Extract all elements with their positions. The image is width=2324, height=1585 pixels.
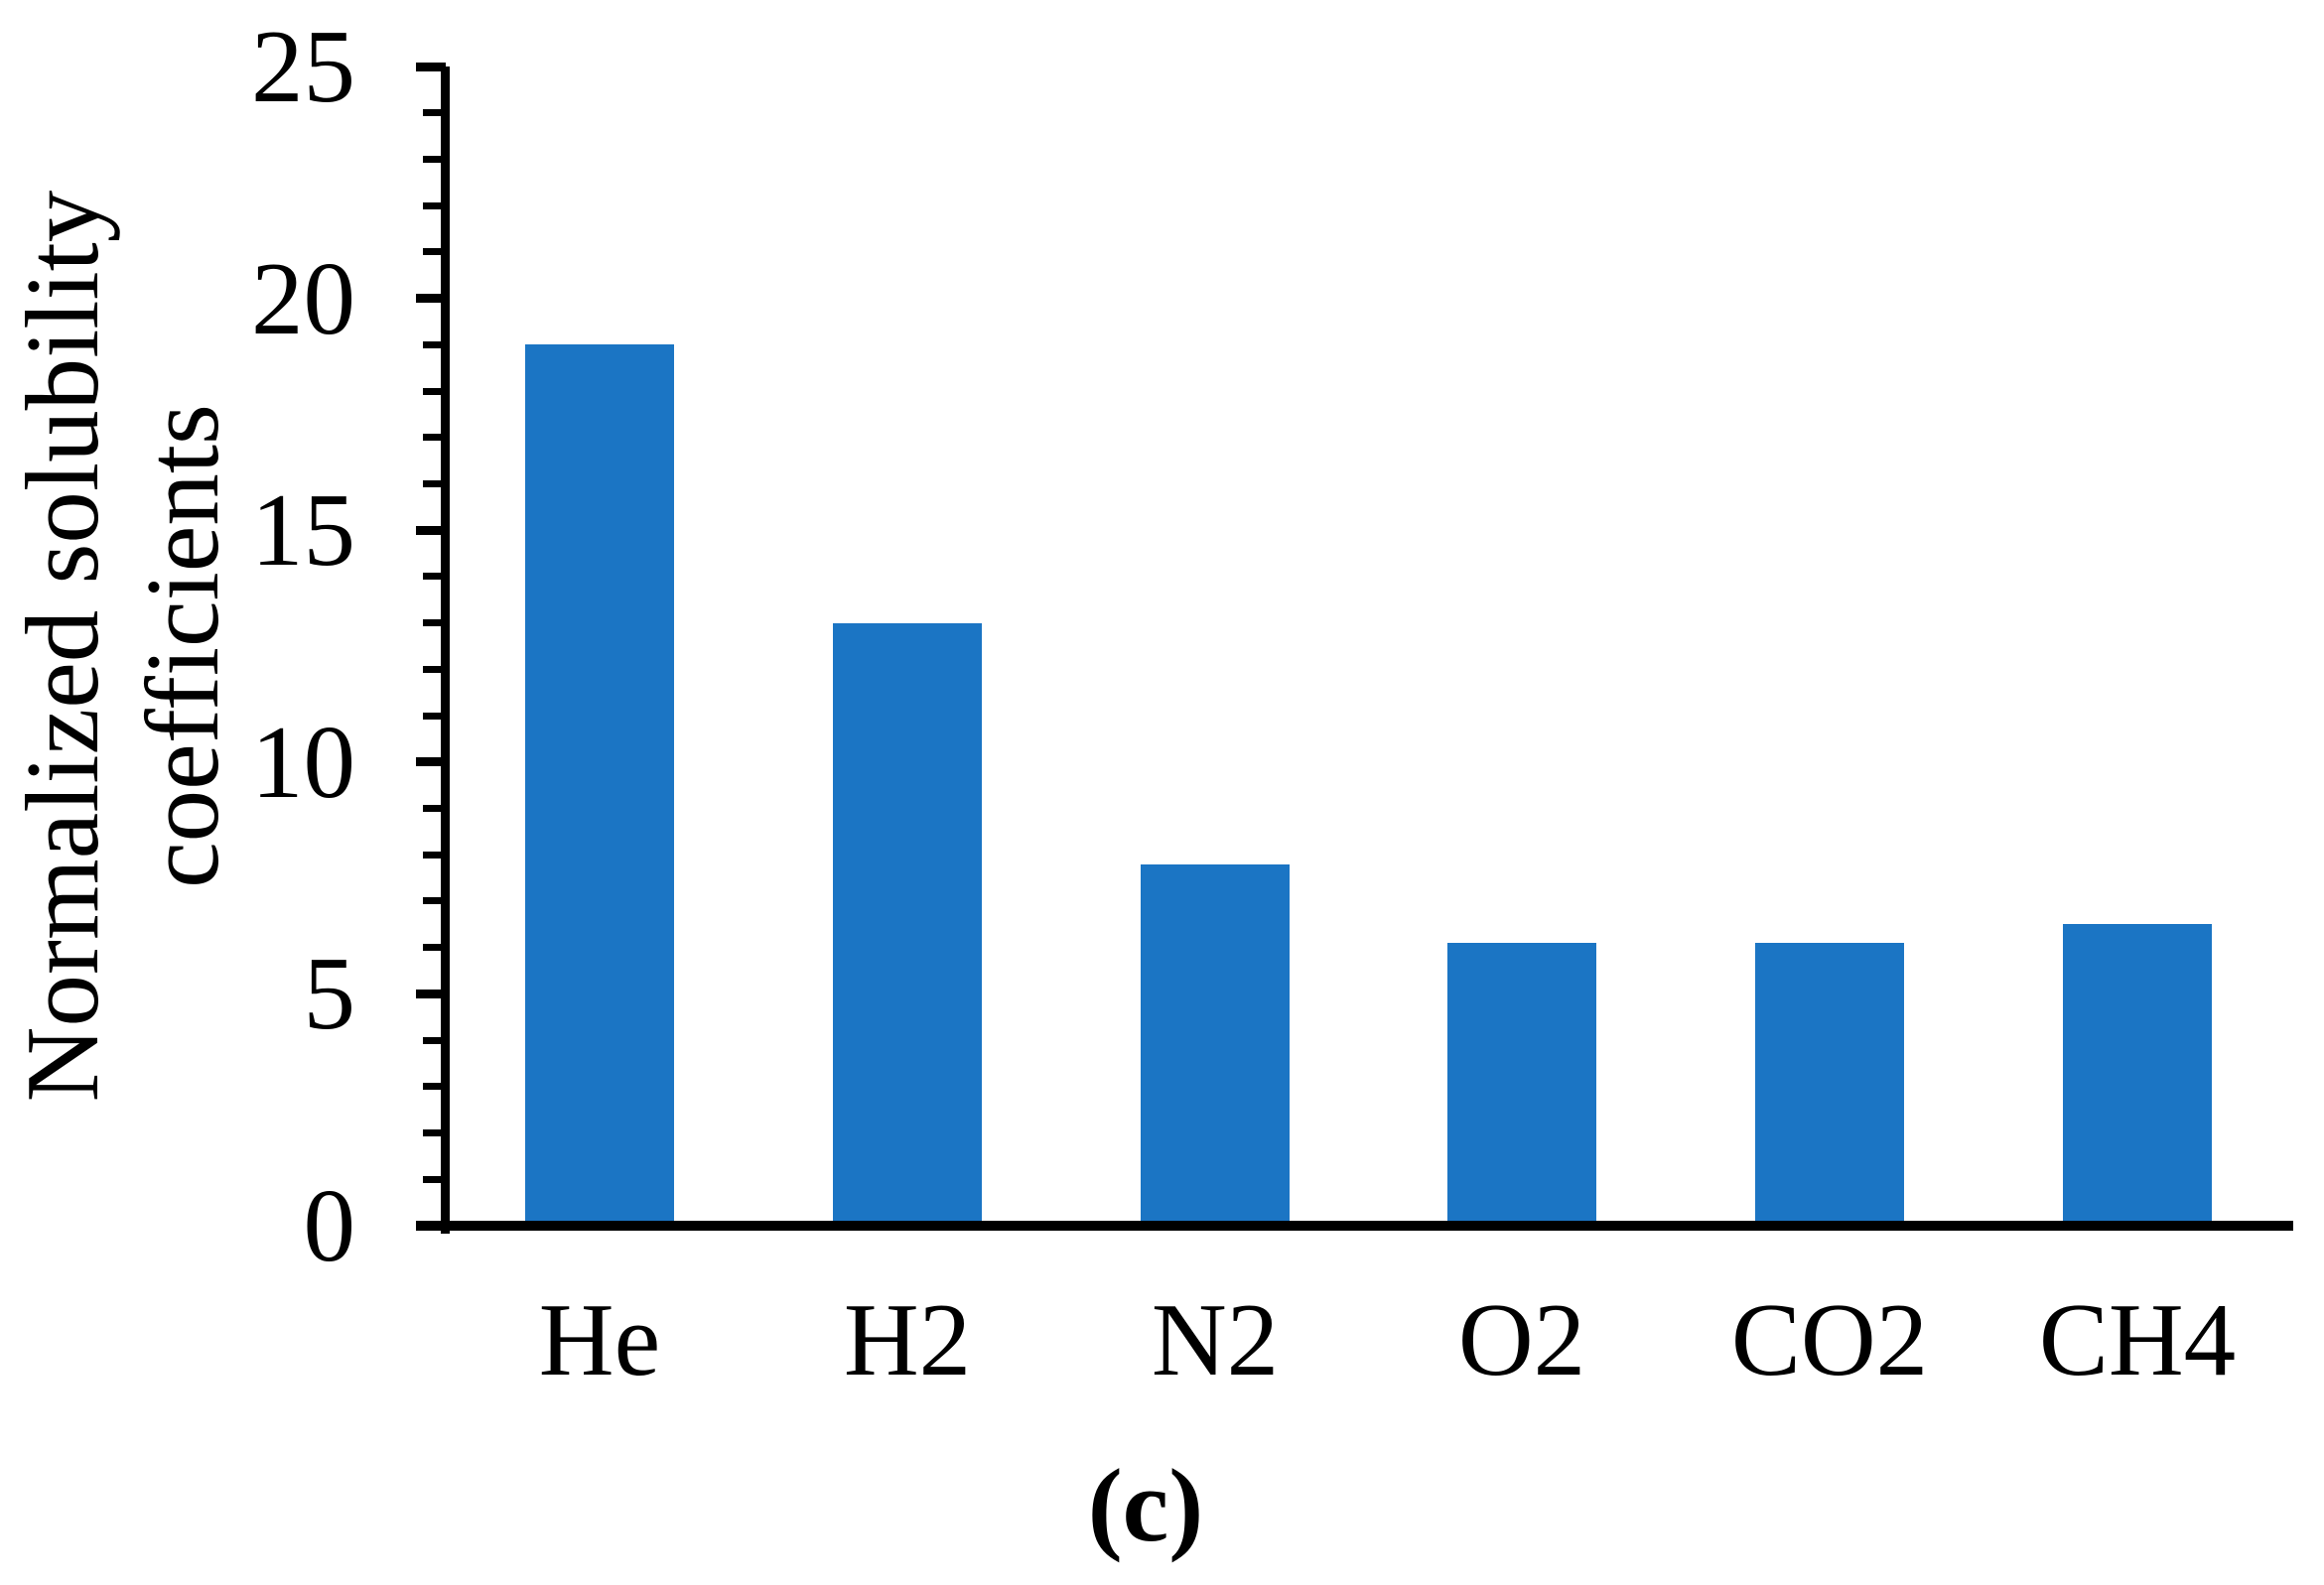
y-axis-title: Normalized solubility coefficients <box>2 1 250 1291</box>
y-minor-tick <box>423 666 446 673</box>
y-tick-label-10: 10 <box>251 704 355 820</box>
y-tick-label-15: 15 <box>251 471 355 588</box>
bar-h2 <box>833 623 982 1226</box>
bar-o2 <box>1447 943 1596 1226</box>
y-axis-title-line1: Normalized solubility <box>4 190 120 1103</box>
y-tick-label-5: 5 <box>303 935 356 1051</box>
x-axis-line <box>416 1221 2293 1231</box>
y-minor-tick <box>423 805 446 812</box>
bar-he <box>525 344 674 1226</box>
x-label-o2: O2 <box>1457 1281 1586 1397</box>
bar-n2 <box>1141 864 1290 1226</box>
y-minor-tick <box>423 1083 446 1090</box>
y-minor-tick <box>423 619 446 626</box>
bar-co2 <box>1755 943 1904 1226</box>
y-major-tick-15 <box>416 526 446 535</box>
x-label-h2: H2 <box>843 1281 972 1397</box>
y-minor-tick <box>423 944 446 951</box>
y-minor-tick <box>423 1176 446 1183</box>
bar-ch4 <box>2063 924 2212 1226</box>
y-tick-label-25: 25 <box>251 8 355 124</box>
y-minor-tick <box>423 480 446 487</box>
y-minor-tick <box>423 434 446 441</box>
x-label-n2: N2 <box>1151 1281 1280 1397</box>
x-label-ch4: CH4 <box>2038 1281 2237 1397</box>
y-major-tick-0 <box>416 1222 446 1231</box>
y-axis-title-line2: coefficients <box>124 404 240 888</box>
y-major-tick-20 <box>416 294 446 303</box>
y-minor-tick <box>423 388 446 395</box>
y-minor-tick <box>423 852 446 859</box>
x-label-co2: CO2 <box>1730 1281 1929 1397</box>
y-minor-tick <box>423 202 446 209</box>
y-tick-label-20: 20 <box>251 240 355 356</box>
y-major-tick-25 <box>416 63 446 71</box>
y-minor-tick <box>423 1129 446 1136</box>
y-axis-line <box>441 66 450 1234</box>
y-minor-tick <box>423 573 446 580</box>
y-minor-tick <box>423 713 446 720</box>
y-minor-tick <box>423 1037 446 1044</box>
y-major-tick-5 <box>416 990 446 998</box>
y-minor-tick <box>423 341 446 348</box>
y-minor-tick <box>423 109 446 116</box>
x-label-he: He <box>538 1281 661 1397</box>
y-tick-label-0: 0 <box>303 1167 356 1283</box>
y-major-tick-10 <box>416 757 446 766</box>
y-minor-tick <box>423 248 446 255</box>
y-minor-tick <box>423 897 446 904</box>
figure-caption: (c) <box>1087 1447 1204 1563</box>
y-minor-tick <box>423 156 446 163</box>
